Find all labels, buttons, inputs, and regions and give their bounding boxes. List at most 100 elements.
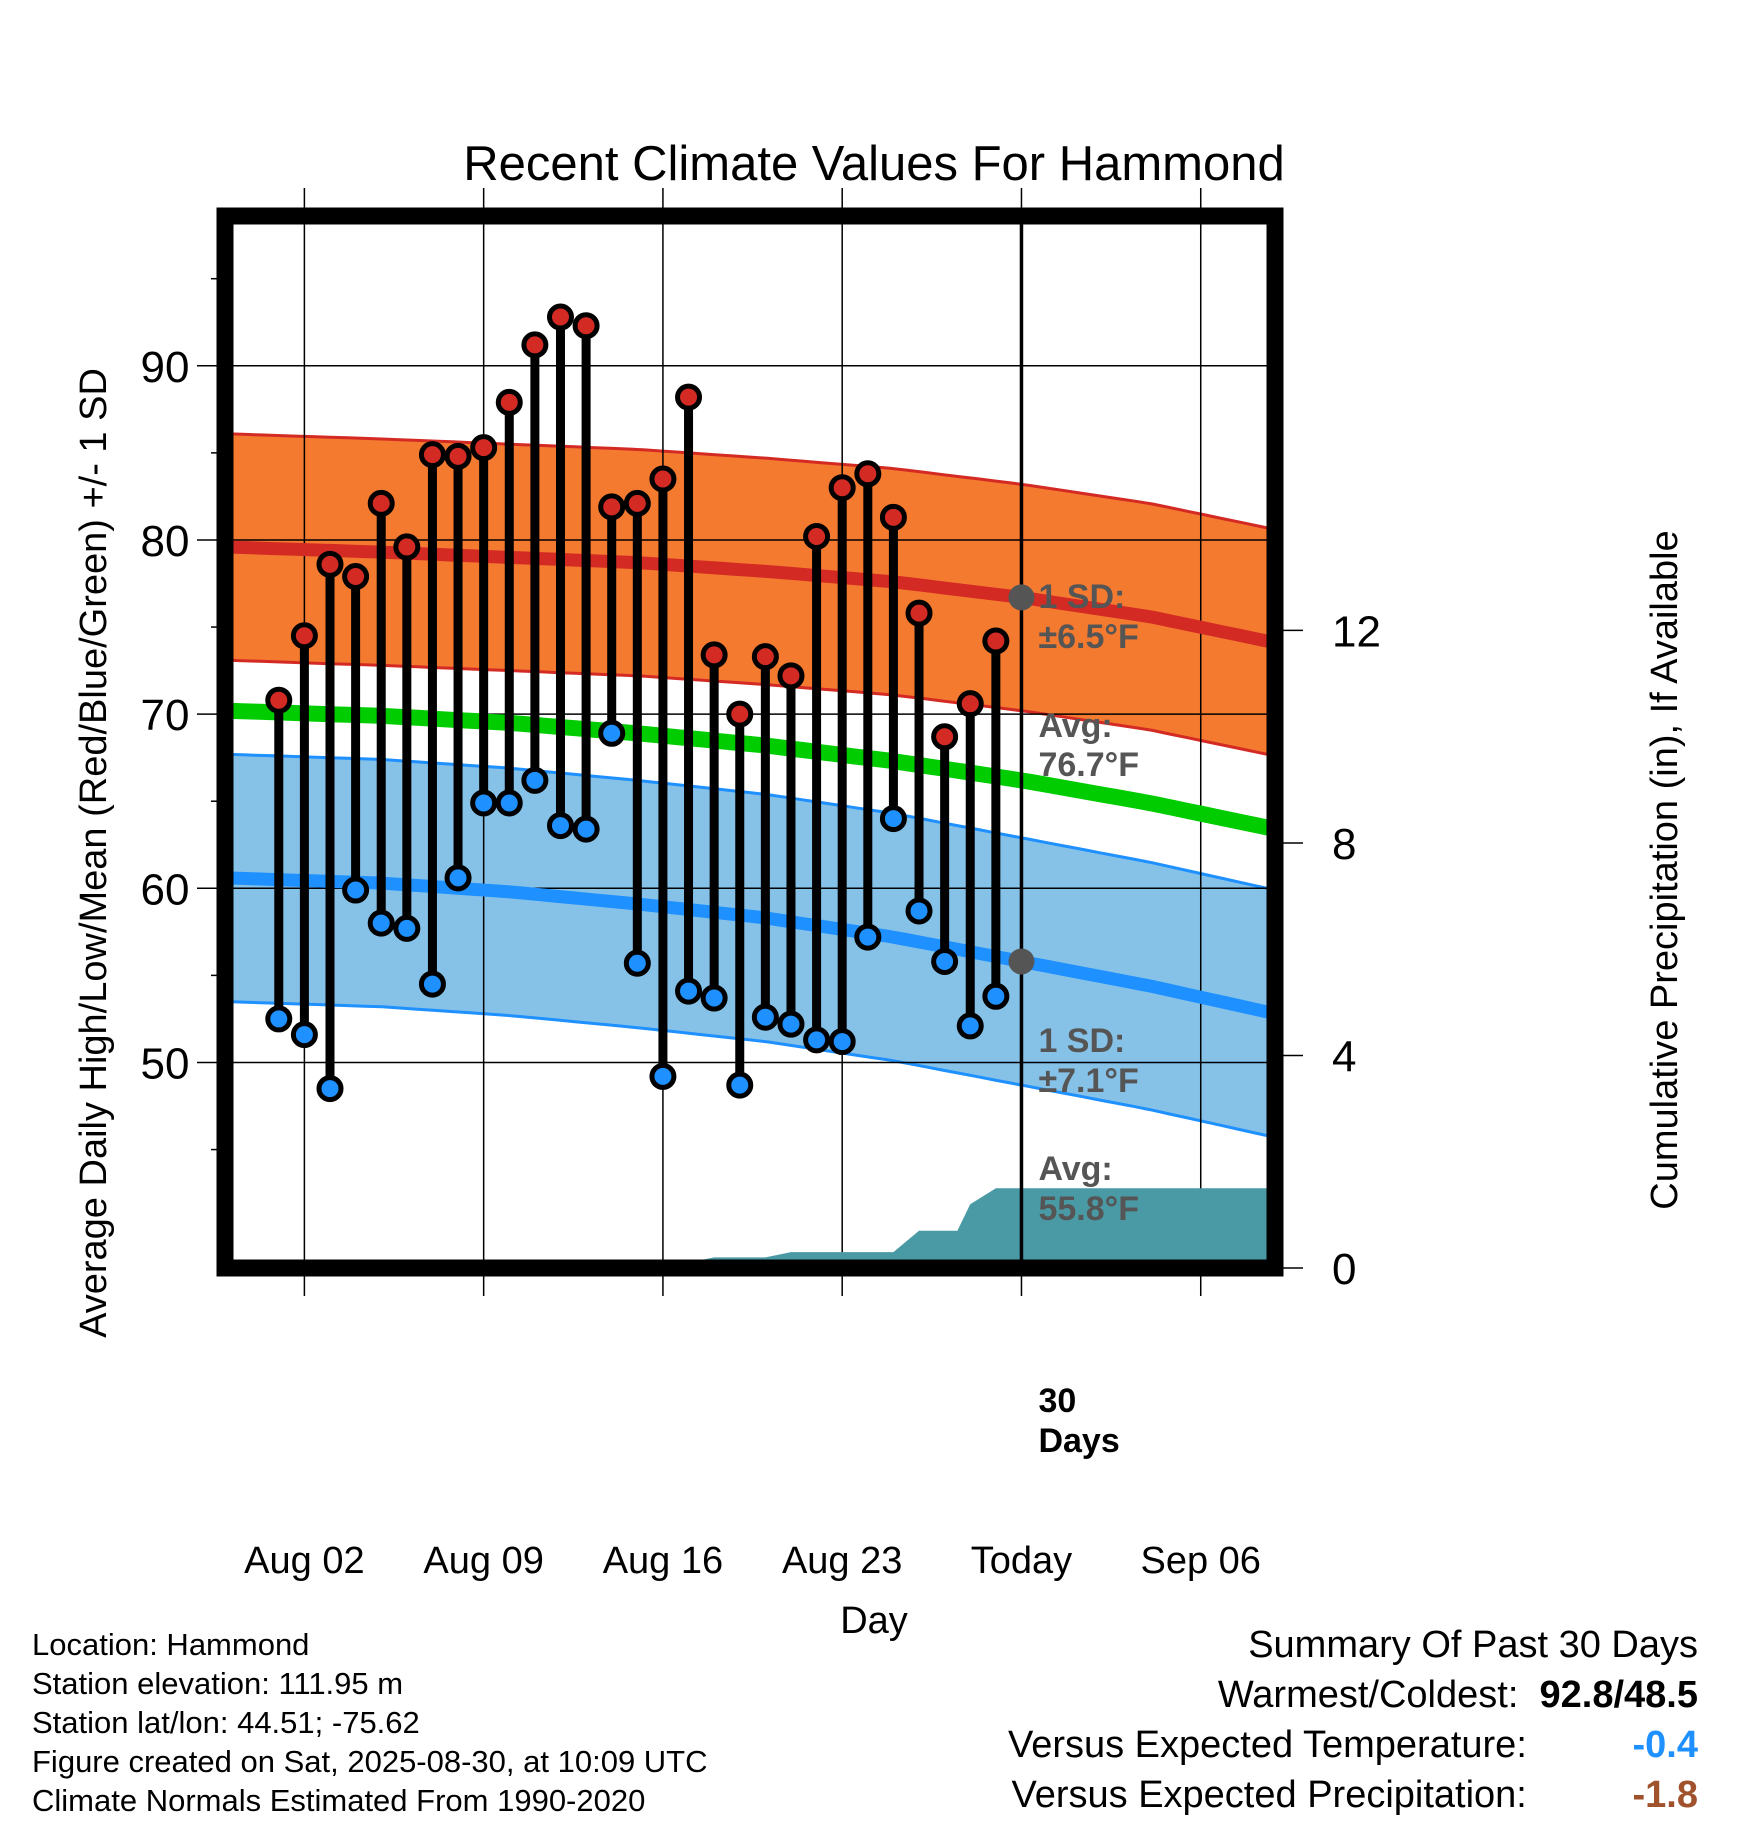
low-sd-band-upper <box>224 752 1276 892</box>
x-tick-label: Aug 02 <box>244 1540 364 1582</box>
summary-warm-cold: Warmest/Coldest: 92.8/48.5 <box>1008 1670 1698 1720</box>
high-temp-point <box>854 460 882 488</box>
plot-border <box>216 207 1284 1277</box>
high-temp-point <box>367 489 395 517</box>
high-temp-point <box>418 441 446 469</box>
low-normal-line <box>224 871 1277 1021</box>
high-temp-point <box>675 383 703 411</box>
y2-axis-label: Cumulative Precipitation (in), If Availa… <box>1644 530 1686 1209</box>
y-tick-label: 50 <box>141 1039 190 1088</box>
low-temp-point <box>495 789 523 817</box>
high-sd-value: ±6.5°F <box>1038 618 1138 656</box>
low-temp-point <box>546 812 574 840</box>
summary-temp: Versus Expected Temperature: -0.4 <box>1008 1720 1698 1770</box>
high-temp-point <box>803 522 831 550</box>
warm-cold-value: 92.8/48.5 <box>1539 1674 1698 1716</box>
x-tick-label: Aug 23 <box>782 1540 902 1582</box>
high-temp-point <box>879 503 907 531</box>
high-temp-point <box>444 442 472 470</box>
station-elevation: Station elevation: 111.95 m <box>32 1666 404 1701</box>
today-high-avg-marker <box>1008 584 1035 611</box>
low-temp-point <box>751 1003 779 1031</box>
high-temp-point <box>290 622 318 650</box>
chart-title: Recent Climate Values For Hammond <box>463 137 1285 191</box>
low-temp-point <box>598 719 626 747</box>
high-temp-point <box>495 388 523 416</box>
high-temp-point <box>393 533 421 561</box>
high-temp-point <box>649 465 677 493</box>
figure-created: Figure created on Sat, 2025-08-30, at 10… <box>32 1744 708 1779</box>
high-temp-point <box>598 493 626 521</box>
low-temp-point <box>623 949 651 977</box>
days-label-number: 30 <box>1038 1382 1076 1420</box>
high-temp-point <box>751 643 779 671</box>
low-temp-point <box>982 982 1010 1010</box>
precip-cumulative-area <box>225 1188 1275 1268</box>
high-sd-band-lower <box>224 658 1276 758</box>
high-temp-point <box>828 474 856 502</box>
high-sd-band-upper <box>224 432 1276 531</box>
summary-panel: Summary Of Past 30 Days Warmest/Coldest:… <box>1008 1620 1698 1820</box>
low-temp-point <box>444 864 472 892</box>
precipitation-area <box>225 1188 1275 1268</box>
x-tick-label: Aug 09 <box>423 1540 543 1582</box>
climate-normals: Climate Normals Estimated From 1990-2020 <box>32 1783 646 1818</box>
low-sd-value: ±7.1°F <box>1038 1062 1138 1100</box>
high-temp-point <box>777 662 805 690</box>
low-temp-point <box>393 914 421 942</box>
low-sd-label: 1 SD: <box>1038 1022 1125 1060</box>
low-temp-point <box>726 1071 754 1099</box>
low-temp-point <box>700 984 728 1012</box>
y2-tick-label: 0 <box>1332 1245 1356 1294</box>
x-tick-label: Sep 06 <box>1141 1540 1261 1582</box>
y2-tick-label: 4 <box>1332 1032 1356 1081</box>
precip-label: Versus Expected Precipitation: <box>1011 1774 1527 1816</box>
x-tick-label: Today <box>971 1540 1072 1582</box>
station-latlon: Station lat/lon: 44.51; -75.62 <box>32 1705 420 1740</box>
low-avg-value: 55.8°F <box>1038 1190 1139 1228</box>
low-sd-band-lower <box>224 1000 1276 1139</box>
temp-value: -0.4 <box>1632 1724 1698 1766</box>
low-temp-point <box>265 1005 293 1033</box>
high-temp-point <box>956 690 984 718</box>
low-temp-point <box>956 1012 984 1040</box>
summary-precip: Versus Expected Precipitation: -1.8 <box>1008 1770 1698 1820</box>
low-temp-point <box>777 1010 805 1038</box>
high-avg-label: Avg: <box>1038 707 1112 745</box>
high-temp-point <box>342 563 370 591</box>
high-temp-point <box>572 312 600 340</box>
low-temp-point <box>316 1075 344 1103</box>
station-info: Location: Hammond Station elevation: 111… <box>32 1625 708 1820</box>
x-tick-label: Aug 16 <box>603 1540 723 1582</box>
high-temp-point <box>931 723 959 751</box>
low-temp-point <box>905 897 933 925</box>
low-temp-point <box>342 876 370 904</box>
y2-tick-label: 8 <box>1332 820 1356 869</box>
plot-frame <box>216 207 1284 1277</box>
axes: Aug 02 Aug 09 Aug 16 Aug 23 Today Sep 06 50 60 7… <box>141 188 1381 1582</box>
low-temp-point <box>470 789 498 817</box>
low-sd-band <box>225 754 1275 1138</box>
low-temp-point <box>828 1028 856 1056</box>
high-temp-point <box>521 331 549 359</box>
high-temp-point <box>623 489 651 517</box>
y-tick-label: 80 <box>141 517 190 566</box>
low-temp-point <box>521 766 549 794</box>
days-label-text: Days <box>1038 1422 1119 1460</box>
low-temp-point <box>649 1062 677 1090</box>
y2-tick-label: 12 <box>1332 607 1381 656</box>
low-temp-point <box>854 923 882 951</box>
today-low-avg-marker <box>1008 948 1035 975</box>
low-temp-point <box>675 977 703 1005</box>
mean-normal-line <box>224 702 1277 837</box>
high-temp-point <box>726 700 754 728</box>
low-temp-point <box>879 805 907 833</box>
low-avg-label: Avg: <box>1038 1150 1112 1188</box>
y-tick-label: 90 <box>141 343 190 392</box>
high-temp-point <box>700 641 728 669</box>
high-temp-point <box>546 303 574 331</box>
high-temp-point <box>982 627 1010 655</box>
high-sd-label: 1 SD: <box>1038 578 1125 616</box>
